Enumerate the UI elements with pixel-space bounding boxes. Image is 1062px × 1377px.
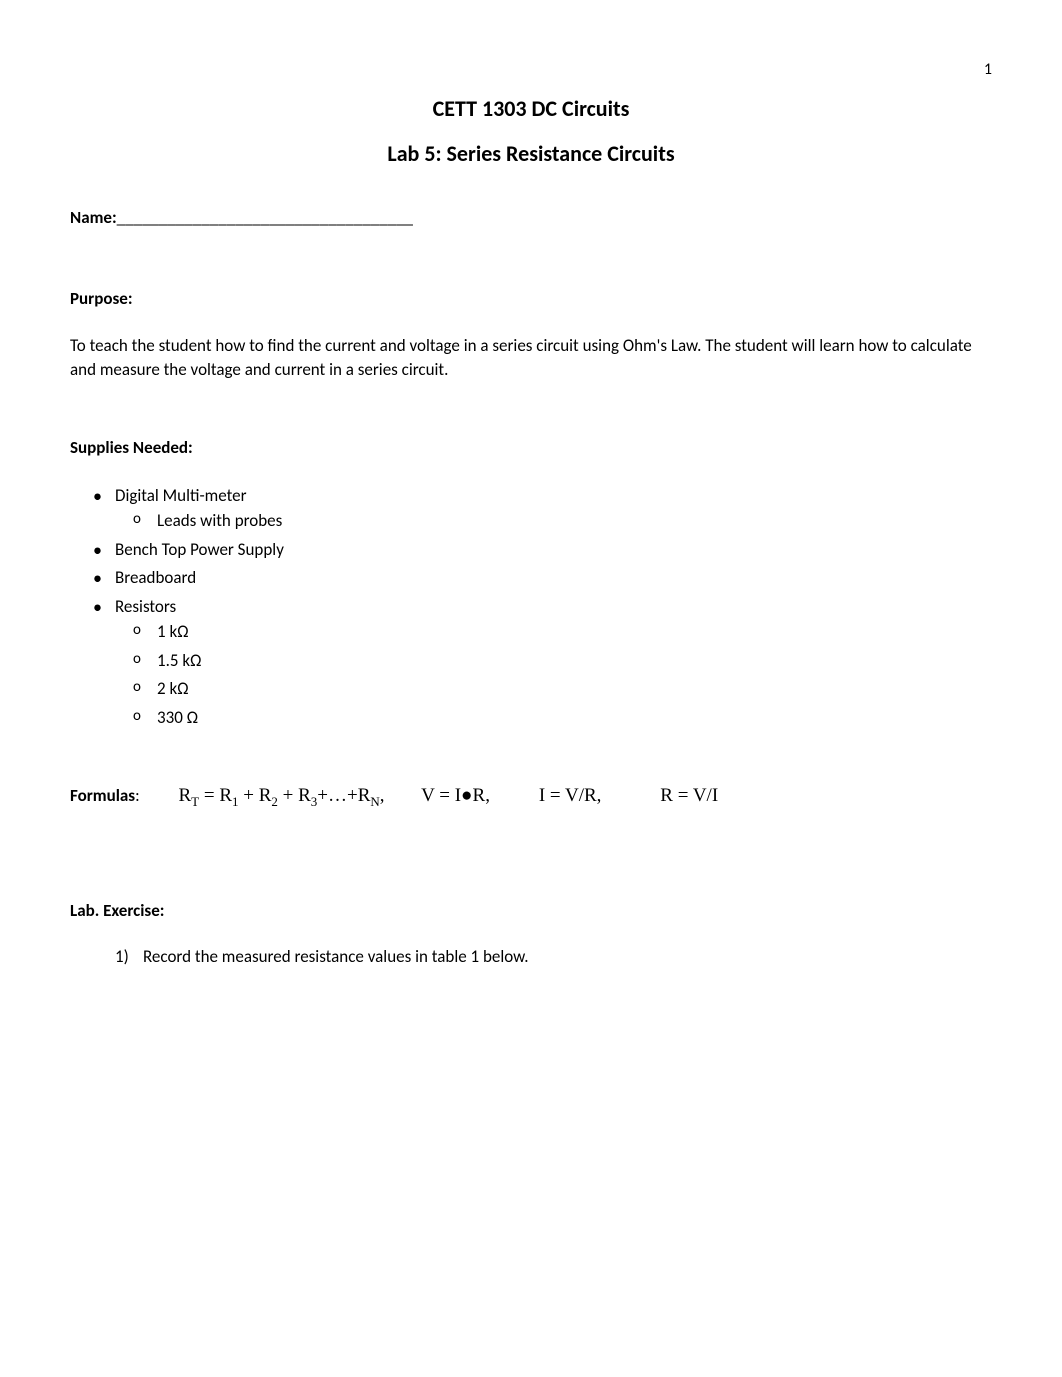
name-field: Name:___________________________________ [70,207,992,228]
exercise-section: Lab. Exercise: 1)Record the measured res… [70,900,992,967]
name-blank: ___________________________________ [117,207,413,228]
purpose-text: To teach the student how to find the cur… [70,334,992,382]
supply-label: Resistors [115,596,176,617]
supply-label: Breadboard [115,567,196,588]
sub-item: Leads with probes [157,508,992,534]
course-title: CETT 1303 DC Circuits [70,95,992,122]
supply-label: Digital Multi-meter [115,485,247,506]
formula-2: V = I●R, [421,785,490,806]
exercise-heading: Lab. Exercise: [70,900,992,921]
supplies-list: Digital Multi-meter Leads with probes Be… [70,483,992,731]
supplies-heading: Supplies Needed: [70,437,992,458]
formula-4: R = V/I [660,785,718,806]
sub-item: 2 kΩ [157,676,992,702]
list-item: Resistors 1 kΩ 1.5 kΩ 2 kΩ 330 Ω [115,594,992,731]
page-number: 1 [984,60,992,79]
name-label: Name: [70,207,117,228]
list-item: Bench Top Power Supply [115,537,992,563]
formula-3: I = V/R, [539,785,602,806]
supplies-section: Supplies Needed: Digital Multi-meter Lea… [70,437,992,731]
purpose-section: Purpose: To teach the student how to fin… [70,288,992,382]
sub-list: 1 kΩ 1.5 kΩ 2 kΩ 330 Ω [115,619,992,730]
formulas-section: Formulas: RT = R1 + R2 + R3+…+RN, V = I●… [70,785,992,810]
purpose-heading: Purpose: [70,288,992,309]
sub-item: 330 Ω [157,705,992,731]
formula-1: RT = R1 + R2 + R3+…+RN, [178,785,389,806]
exercise-text: Record the measured resistance values in… [143,946,529,967]
sub-list: Leads with probes [115,508,992,534]
list-item: Digital Multi-meter Leads with probes [115,483,992,534]
list-item: Breadboard [115,565,992,591]
exercise-item: 1)Record the measured resistance values … [70,946,992,967]
sub-item: 1 kΩ [157,619,992,645]
sub-item: 1.5 kΩ [157,648,992,674]
exercise-number: 1) [115,946,143,967]
formulas-label: Formulas [70,785,135,806]
lab-title: Lab 5: Series Resistance Circuits [70,140,992,167]
supply-label: Bench Top Power Supply [115,539,284,560]
